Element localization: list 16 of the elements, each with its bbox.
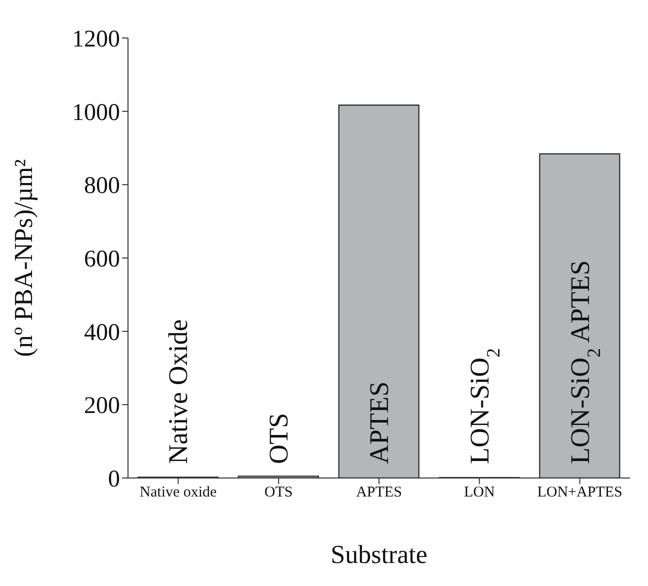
- x-tick-label: APTES: [356, 484, 402, 501]
- y-tick-label: 0: [108, 466, 120, 493]
- annotation: Native Oxide: [163, 319, 194, 464]
- y-tick-label: 1200: [72, 26, 120, 53]
- annotation: OTS: [264, 412, 294, 464]
- x-tick-label: Native oxide: [140, 484, 218, 501]
- x-axis-title: Substrate: [330, 540, 428, 569]
- y-tick-label: 1000: [72, 100, 120, 126]
- y-tick-label: 200: [84, 393, 120, 420]
- y-tick-label: 400: [84, 320, 120, 346]
- x-tick-label: OTS: [264, 484, 293, 501]
- y-tick-label: 600: [84, 246, 120, 273]
- y-axis-title: (nº PBA-NPs)/µm²: [9, 158, 38, 357]
- x-tick-label: LON+APTES: [537, 484, 622, 501]
- y-tick-label: 800: [84, 173, 120, 200]
- x-tick-label: LON: [464, 484, 495, 501]
